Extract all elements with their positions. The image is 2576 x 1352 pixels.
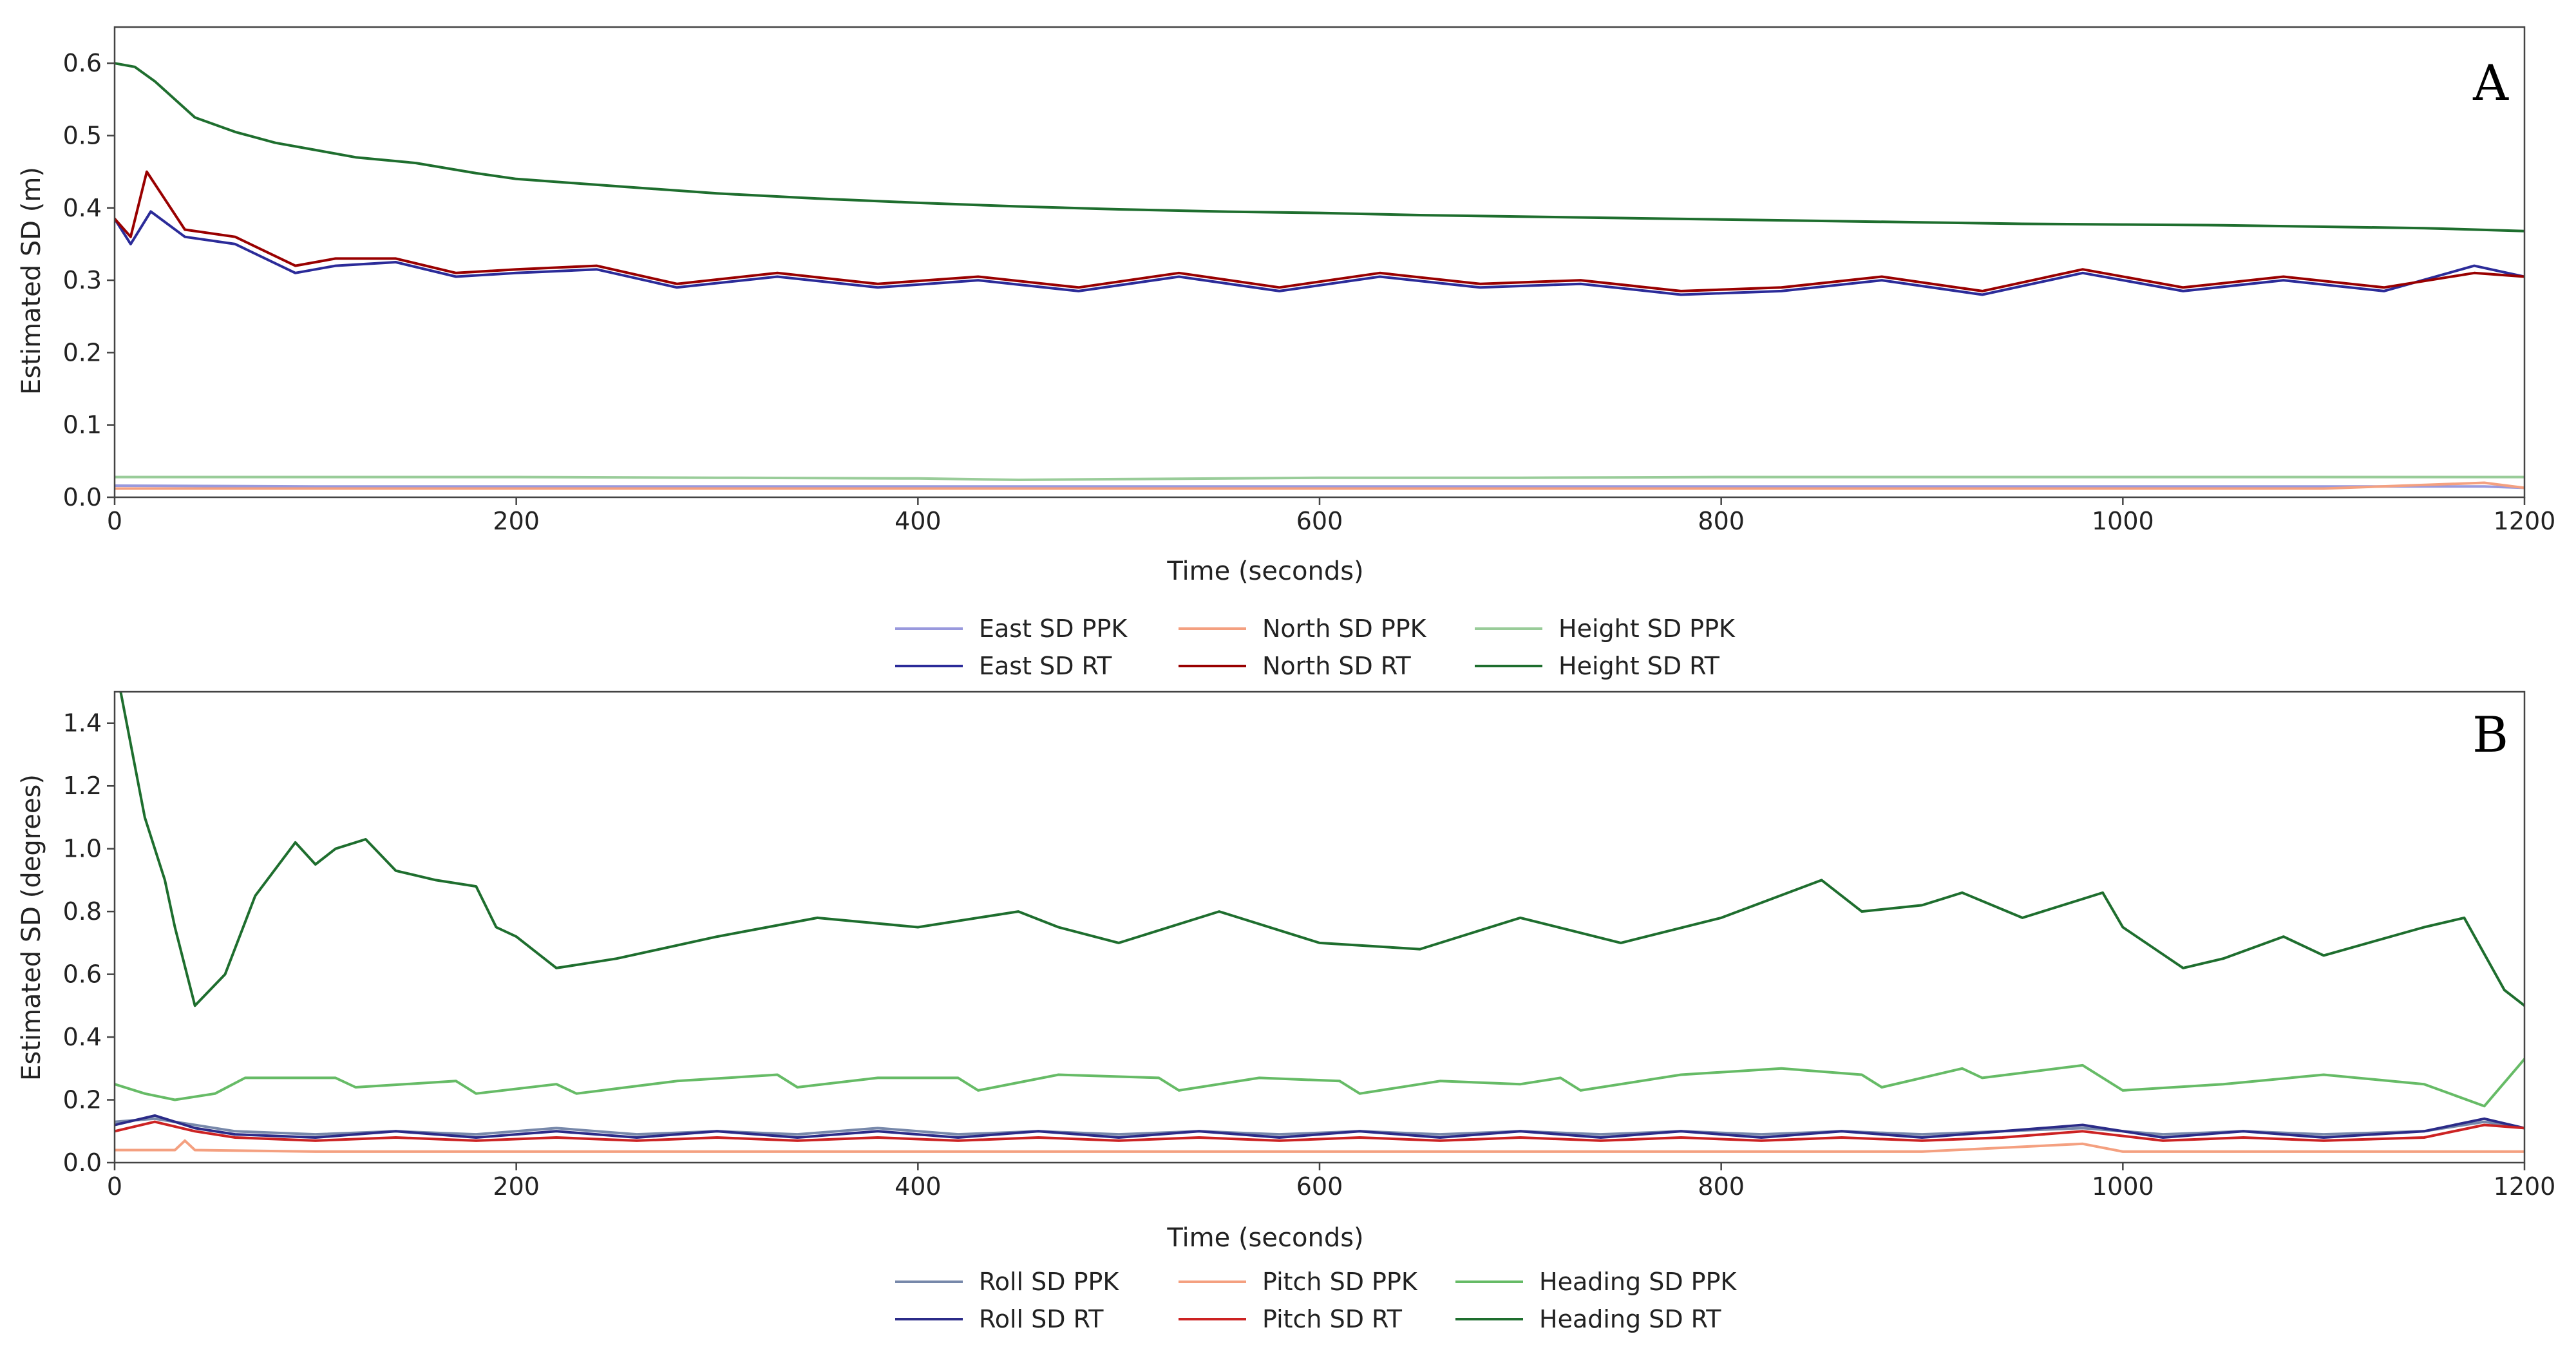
series-line-north-sd-rt xyxy=(115,170,2524,292)
x-tick-label: 400 xyxy=(895,507,942,535)
x-tick-label: 0 xyxy=(107,507,122,535)
panel-a-y-axis-label: Estimated SD (m) xyxy=(17,167,46,395)
panel-a-legend: East SD PPK East SD RT North SD PPK Nort… xyxy=(895,614,1736,680)
x-tick-label: 1200 xyxy=(2494,507,2556,535)
legend-a-label-north-ppk: North SD PPK xyxy=(1262,614,1427,643)
x-tick-label: 200 xyxy=(493,507,540,535)
x-tick-label: 400 xyxy=(895,1172,942,1201)
series-line-roll-sd-rt xyxy=(115,1114,2524,1139)
series-line-east-sd-ppk xyxy=(115,484,2524,490)
y-tick-label: 0.2 xyxy=(63,1086,102,1114)
x-tick-label: 1000 xyxy=(2092,1172,2154,1201)
x-tick-label: 600 xyxy=(1296,1172,1343,1201)
series-line-pitch-sd-ppk xyxy=(115,1139,2524,1153)
x-tick-label: 800 xyxy=(1698,507,1745,535)
legend-a-label-height-rt: Height SD RT xyxy=(1558,652,1720,680)
x-tick-label: 600 xyxy=(1296,507,1343,535)
legend-b-label-heading-rt: Heading SD RT xyxy=(1539,1305,1721,1333)
series-line-north-sd-ppk xyxy=(115,481,2524,490)
panel-a: A Time (seconds) Estimated SD (m) East S… xyxy=(17,26,2556,680)
legend-a-label-north-rt: North SD RT xyxy=(1262,652,1411,680)
panel-b-x-axis-label: Time (seconds) xyxy=(1166,1223,1363,1253)
panel-label-a: A xyxy=(2472,54,2509,111)
series-line-heading-sd-ppk xyxy=(115,1058,2524,1108)
legend-a-label-height-ppk: Height SD PPK xyxy=(1558,614,1736,643)
y-tick-label: 0.1 xyxy=(63,411,102,439)
legend-b-label-heading-ppk: Heading SD PPK xyxy=(1539,1268,1737,1296)
series-line-height-sd-rt xyxy=(115,62,2524,233)
legend-b-label-roll-rt: Roll SD RT xyxy=(979,1305,1104,1333)
legend-b-label-pitch-rt: Pitch SD RT xyxy=(1262,1305,1403,1333)
legend-a-label-east-rt: East SD RT xyxy=(979,652,1112,680)
y-tick-label: 1.0 xyxy=(63,835,102,863)
panel-label-b: B xyxy=(2472,706,2508,763)
legend-a-label-east-ppk: East SD PPK xyxy=(979,614,1128,643)
y-tick-label: 0.6 xyxy=(63,49,102,77)
y-tick-label: 0.0 xyxy=(63,483,102,511)
x-tick-label: 1000 xyxy=(2092,507,2154,535)
legend-b-label-roll-ppk: Roll SD PPK xyxy=(979,1268,1119,1296)
x-tick-label: 200 xyxy=(493,1172,540,1201)
y-tick-label: 0.4 xyxy=(63,194,102,222)
x-tick-label: 0 xyxy=(107,1172,122,1201)
y-tick-label: 0.3 xyxy=(63,266,102,294)
panel-b-legend: Roll SD PPK Roll SD RT Pitch SD PPK Pitc… xyxy=(895,1268,1737,1333)
y-tick-label: 0.0 xyxy=(63,1148,102,1177)
y-tick-label: 1.2 xyxy=(63,772,102,800)
series-line-east-sd-rt xyxy=(115,210,2524,296)
panel-b-series-group xyxy=(115,692,2524,1153)
y-tick-label: 0.6 xyxy=(63,960,102,989)
x-tick-label: 800 xyxy=(1698,1172,1745,1201)
x-tick-label: 1200 xyxy=(2494,1172,2556,1201)
series-line-pitch-sd-rt xyxy=(115,1120,2524,1142)
panel-a-x-axis-label: Time (seconds) xyxy=(1166,557,1363,586)
y-tick-label: 0.4 xyxy=(63,1023,102,1051)
y-tick-label: 1.4 xyxy=(63,709,102,738)
legend-b-label-pitch-ppk: Pitch SD PPK xyxy=(1262,1268,1418,1296)
panel-b: B Time (seconds) Estimated SD (degrees) … xyxy=(17,690,2556,1333)
series-line-height-sd-ppk xyxy=(115,475,2524,481)
y-tick-label: 0.5 xyxy=(63,121,102,149)
panel-b-y-axis-label: Estimated SD (degrees) xyxy=(17,774,46,1081)
panel-a-series-group xyxy=(115,62,2524,490)
series-line-heading-sd-rt xyxy=(119,692,2524,1007)
y-tick-label: 0.8 xyxy=(63,897,102,926)
y-tick-label: 0.2 xyxy=(63,338,102,367)
